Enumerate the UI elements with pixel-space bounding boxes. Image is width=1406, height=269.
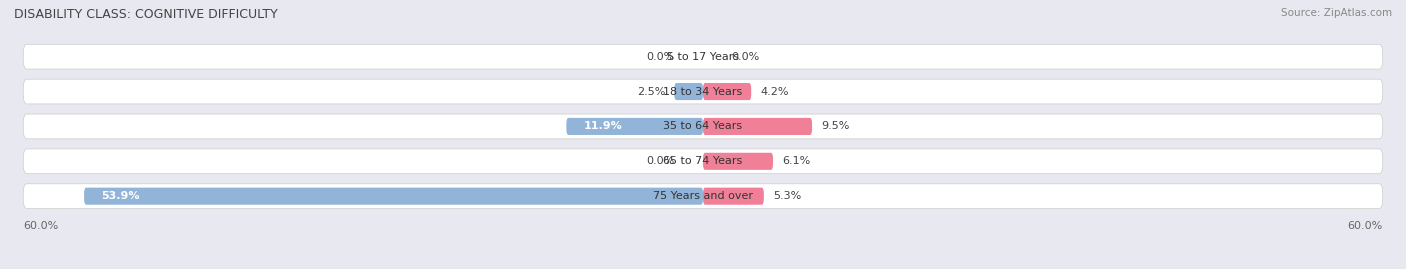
- Text: 2.5%: 2.5%: [637, 87, 665, 97]
- Text: 35 to 64 Years: 35 to 64 Years: [664, 121, 742, 132]
- FancyBboxPatch shape: [24, 114, 1382, 139]
- Text: 9.5%: 9.5%: [821, 121, 849, 132]
- Text: 18 to 34 Years: 18 to 34 Years: [664, 87, 742, 97]
- Text: 75 Years and over: 75 Years and over: [652, 191, 754, 201]
- Text: 0.0%: 0.0%: [731, 52, 761, 62]
- Text: 5.3%: 5.3%: [773, 191, 801, 201]
- FancyBboxPatch shape: [703, 83, 751, 100]
- Text: 0.0%: 0.0%: [645, 52, 675, 62]
- FancyBboxPatch shape: [675, 83, 703, 100]
- Text: 5 to 17 Years: 5 to 17 Years: [666, 52, 740, 62]
- Text: DISABILITY CLASS: COGNITIVE DIFFICULTY: DISABILITY CLASS: COGNITIVE DIFFICULTY: [14, 8, 278, 21]
- Text: 6.1%: 6.1%: [782, 156, 810, 166]
- Text: 60.0%: 60.0%: [24, 221, 59, 231]
- Text: 53.9%: 53.9%: [101, 191, 139, 201]
- Text: Source: ZipAtlas.com: Source: ZipAtlas.com: [1281, 8, 1392, 18]
- FancyBboxPatch shape: [567, 118, 703, 135]
- FancyBboxPatch shape: [84, 188, 703, 205]
- Text: 60.0%: 60.0%: [1347, 221, 1382, 231]
- FancyBboxPatch shape: [703, 153, 773, 170]
- FancyBboxPatch shape: [24, 149, 1382, 174]
- FancyBboxPatch shape: [24, 184, 1382, 208]
- Text: 11.9%: 11.9%: [583, 121, 623, 132]
- Text: 4.2%: 4.2%: [761, 87, 789, 97]
- Text: 0.0%: 0.0%: [645, 156, 675, 166]
- FancyBboxPatch shape: [703, 188, 763, 205]
- FancyBboxPatch shape: [24, 79, 1382, 104]
- FancyBboxPatch shape: [703, 118, 813, 135]
- FancyBboxPatch shape: [24, 44, 1382, 69]
- Text: 65 to 74 Years: 65 to 74 Years: [664, 156, 742, 166]
